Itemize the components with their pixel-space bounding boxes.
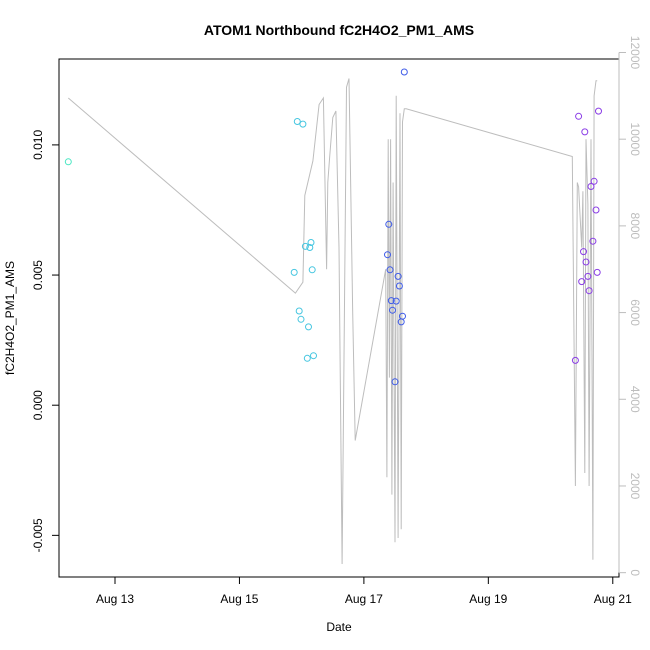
data-point <box>303 354 311 362</box>
data-point <box>299 120 307 128</box>
data-point <box>295 307 303 315</box>
x-axis-label: Date <box>326 620 352 634</box>
data-point <box>400 68 408 76</box>
y-right-tick-label: 4000 <box>628 386 642 413</box>
data-point <box>580 248 587 256</box>
data-point <box>395 282 403 290</box>
data-point <box>590 177 598 185</box>
y-tick-label: -0.005 <box>31 518 45 552</box>
y-right-tick-label: 2000 <box>628 473 642 500</box>
data-point <box>584 272 592 280</box>
data-point <box>385 220 393 228</box>
x-axis: Aug 13 Aug 15 Aug 17 Aug 19 Aug 21 <box>96 576 632 606</box>
altitude-line-layer <box>67 78 598 565</box>
data-point <box>391 378 399 386</box>
y-right-tick-label: 12000 <box>628 36 642 70</box>
y-right-tick-label: 8000 <box>628 213 642 240</box>
data-point <box>399 312 406 320</box>
data-point <box>301 242 309 250</box>
data-point <box>308 266 316 274</box>
data-point <box>592 206 600 214</box>
data-point <box>293 118 301 125</box>
data-point <box>582 258 590 266</box>
x-tick-label: Aug 17 <box>345 592 383 606</box>
data-point <box>575 112 583 120</box>
data-point <box>387 297 395 305</box>
chart-title: ATOM1 Northbound fC2H4O2_PM1_AMS <box>204 22 474 38</box>
y-axis-label: fC2H4O2_PM1_AMS <box>3 261 17 375</box>
altitude-line <box>67 78 598 565</box>
y-axis-right: 0 2000 4000 6000 8000 10000 12000 <box>618 36 642 576</box>
data-point <box>581 128 589 136</box>
data-point <box>589 237 597 245</box>
data-point <box>587 183 595 190</box>
data-point <box>307 239 315 246</box>
x-tick-label: Aug 19 <box>469 592 507 606</box>
data-point <box>578 278 586 286</box>
data-point <box>593 268 601 276</box>
data-point <box>64 158 72 166</box>
y-right-tick-label: 6000 <box>628 299 642 326</box>
data-point <box>305 323 312 331</box>
data-point <box>310 352 317 360</box>
data-point <box>386 266 394 274</box>
x-tick-label: Aug 13 <box>96 592 134 606</box>
data-point <box>585 287 593 295</box>
data-points-layer <box>64 68 602 386</box>
y-right-tick-label: 10000 <box>628 123 642 157</box>
y-axis: -0.005 0.000 0.005 0.010 <box>31 130 60 552</box>
x-tick-label: Aug 21 <box>594 592 632 606</box>
y-tick-label: 0.005 <box>31 260 45 290</box>
data-point <box>571 356 579 364</box>
y-right-tick-label: 0 <box>628 569 642 576</box>
data-point <box>595 107 602 115</box>
x-tick-label: Aug 15 <box>220 592 258 606</box>
data-point <box>290 268 298 276</box>
data-point <box>384 251 391 259</box>
y-tick-label: 0.000 <box>31 390 45 420</box>
data-point <box>297 315 305 323</box>
data-point <box>392 297 400 305</box>
data-point <box>394 272 402 280</box>
y-tick-label: 0.010 <box>31 130 45 160</box>
data-point <box>389 306 396 314</box>
data-point <box>306 244 314 251</box>
